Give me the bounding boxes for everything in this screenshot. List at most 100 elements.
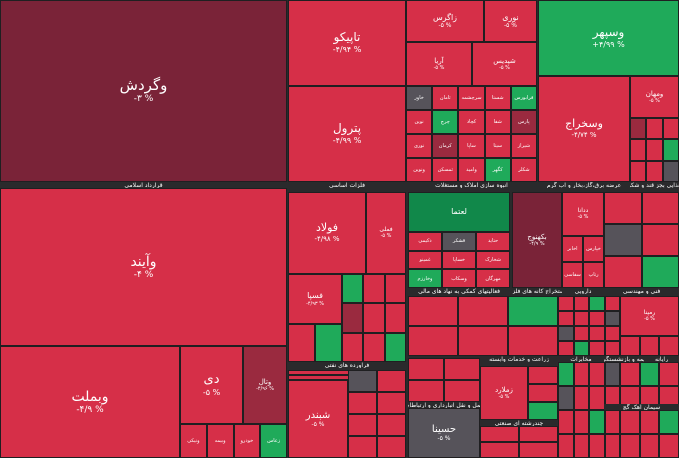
small-tile[interactable]: [662, 139, 679, 161]
small-tile[interactable]: [646, 139, 663, 161]
small-tile[interactable]: [444, 380, 480, 402]
tile-foolad[interactable]: فولاد -۴/۹۸ %: [288, 192, 366, 274]
small-tile[interactable]: ونوین: [406, 158, 433, 182]
small-tile[interactable]: [589, 341, 605, 356]
small-tile[interactable]: [558, 296, 574, 311]
small-tile[interactable]: [604, 410, 620, 434]
small-tile[interactable]: [558, 386, 574, 410]
small-tile[interactable]: [573, 410, 589, 434]
small-tile[interactable]: [573, 386, 589, 410]
small-tile[interactable]: [646, 160, 663, 182]
small-tile[interactable]: دکیمی: [408, 232, 442, 251]
small-tile[interactable]: [639, 362, 660, 386]
small-tile[interactable]: [659, 410, 679, 434]
small-tile[interactable]: [363, 332, 385, 362]
small-tile[interactable]: [573, 434, 589, 458]
small-tile[interactable]: نوین: [406, 110, 433, 134]
tile-vtal[interactable]: وتال -۴/۹۶ %: [243, 346, 287, 424]
tile-vsokhraj[interactable]: وسخراج -۴/۷۴ %: [538, 76, 630, 182]
small-tile[interactable]: [604, 296, 620, 311]
small-tile[interactable]: [573, 362, 589, 386]
small-tile[interactable]: [342, 274, 364, 304]
small-tile[interactable]: [348, 370, 377, 392]
small-tile[interactable]: [639, 410, 660, 434]
small-tile[interactable]: [348, 414, 377, 436]
small-tile[interactable]: [342, 303, 364, 333]
small-tile[interactable]: [519, 442, 558, 458]
small-tile[interactable]: [558, 341, 574, 356]
small-tile[interactable]: ساپا: [458, 134, 485, 158]
small-tile[interactable]: [646, 118, 663, 140]
small-tile[interactable]: [377, 436, 406, 458]
small-tile[interactable]: [630, 139, 647, 161]
small-tile[interactable]: چرچ: [432, 110, 459, 134]
small-tile[interactable]: [315, 324, 342, 362]
small-tile[interactable]: قشکر: [442, 232, 476, 251]
small-tile[interactable]: [620, 336, 640, 356]
small-tile[interactable]: [408, 326, 458, 356]
tile-zemlard[interactable]: زملارد -۵ %: [480, 366, 528, 420]
small-tile[interactable]: وبیمه: [206, 424, 234, 458]
small-tile[interactable]: خپارس: [583, 236, 604, 262]
small-tile[interactable]: مهرگان: [476, 269, 510, 288]
small-tile[interactable]: [408, 296, 458, 326]
small-tile[interactable]: [604, 192, 642, 224]
tile-bkahnooj[interactable]: بکهنوج -۴/۹ %: [512, 192, 562, 288]
small-tile[interactable]: شستا: [484, 86, 511, 110]
small-tile[interactable]: [641, 224, 679, 256]
small-tile[interactable]: [342, 332, 364, 362]
small-tile[interactable]: [508, 326, 558, 356]
tile-lotma[interactable]: لعتما: [408, 192, 510, 232]
small-tile[interactable]: [528, 366, 558, 384]
small-tile[interactable]: [288, 324, 315, 362]
small-tile[interactable]: [573, 296, 589, 311]
small-tile[interactable]: [558, 362, 574, 386]
tile-tapiko[interactable]: تاپیکو -۴/۹۴ %: [288, 0, 406, 86]
small-tile[interactable]: سیتا: [484, 134, 511, 158]
small-tile[interactable]: [659, 362, 679, 386]
small-tile[interactable]: [604, 362, 620, 386]
small-tile[interactable]: [604, 341, 620, 356]
small-tile[interactable]: [604, 224, 642, 256]
tile-vmahan[interactable]: ومهان -۵ %: [630, 76, 679, 118]
small-tile[interactable]: [558, 311, 574, 326]
small-tile[interactable]: [639, 434, 660, 458]
small-tile[interactable]: [641, 256, 679, 288]
small-tile[interactable]: [604, 311, 620, 326]
small-tile[interactable]: [662, 118, 679, 140]
small-tile[interactable]: [620, 434, 640, 458]
small-tile[interactable]: شفا: [484, 110, 511, 134]
small-tile[interactable]: [589, 386, 605, 410]
small-tile[interactable]: نوری: [406, 134, 433, 158]
small-tile[interactable]: [604, 326, 620, 341]
small-tile[interactable]: خودرو: [233, 424, 261, 458]
small-tile[interactable]: [480, 442, 519, 458]
small-tile[interactable]: [408, 358, 444, 380]
small-tile[interactable]: ثامان: [432, 86, 459, 110]
small-tile[interactable]: خاور: [406, 86, 433, 110]
tile-fameli[interactable]: فملی -۵ %: [366, 192, 406, 274]
small-tile[interactable]: [384, 332, 406, 362]
small-tile[interactable]: وامید: [458, 158, 485, 182]
small-tile[interactable]: [659, 434, 679, 458]
small-tile[interactable]: [528, 402, 558, 420]
small-tile[interactable]: کچاد: [458, 110, 485, 134]
small-tile[interactable]: [641, 192, 679, 224]
tile-vayand[interactable]: وآیند -۴ %: [0, 188, 287, 346]
small-tile[interactable]: پارس: [510, 110, 537, 134]
small-tile[interactable]: [377, 392, 406, 414]
small-tile[interactable]: [589, 362, 605, 386]
small-tile[interactable]: [558, 434, 574, 458]
small-tile[interactable]: [589, 434, 605, 458]
tile-vsepehr[interactable]: وسپهر +۴/۹۹ %: [538, 0, 679, 76]
small-tile[interactable]: [377, 414, 406, 436]
small-tile[interactable]: شکلر: [510, 158, 537, 182]
tile-petrol[interactable]: پترول -۴/۹۹ %: [288, 86, 406, 182]
small-tile[interactable]: [558, 410, 574, 434]
small-tile[interactable]: [662, 160, 679, 182]
small-tile[interactable]: [458, 296, 508, 326]
small-tile[interactable]: [519, 426, 558, 442]
small-tile[interactable]: [589, 410, 605, 434]
small-tile[interactable]: [630, 118, 647, 140]
small-tile[interactable]: [384, 274, 406, 304]
